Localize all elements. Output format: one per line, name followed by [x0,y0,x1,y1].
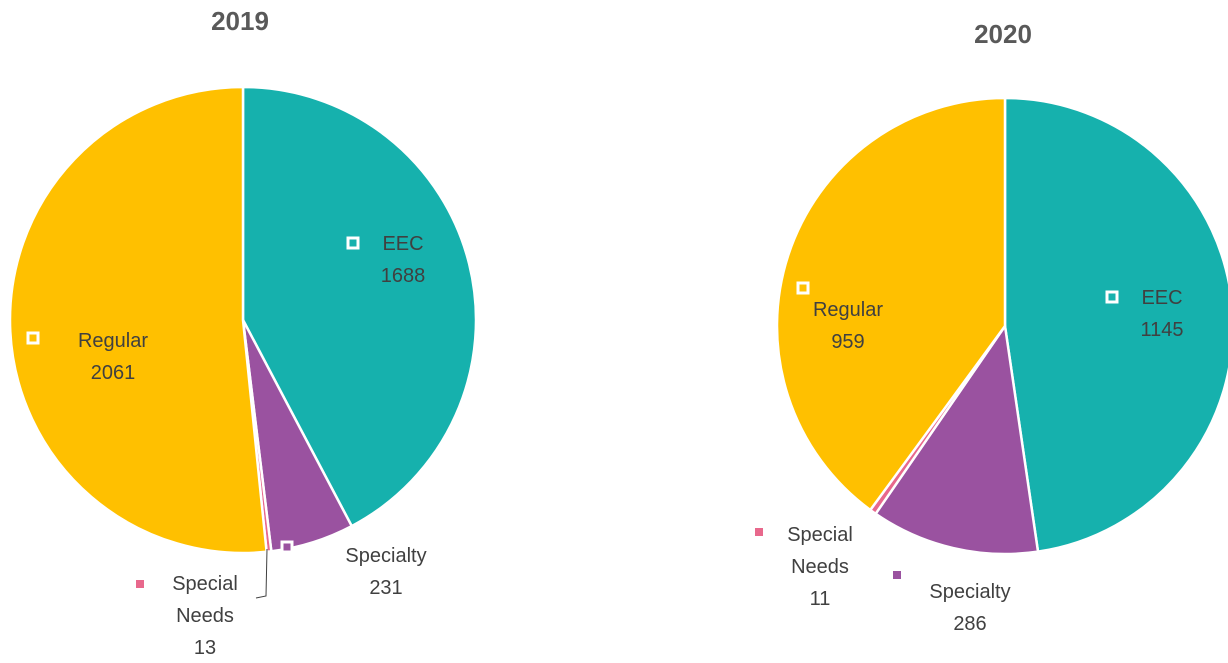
pie-slice [8,85,268,555]
slice-name: Regular [812,299,884,321]
slice-name: Special Needs [787,524,853,578]
slice-value: 2061 [90,362,136,384]
legend-marker-outline [346,236,360,250]
slice-value: 11 [809,588,831,610]
slice-name: Specialty [929,581,1011,603]
legend-marker [136,580,144,588]
leader-line [255,548,268,599]
slice-value: 1688 [380,265,426,287]
chart-title: 2019 [211,6,269,36]
slice-name: EEC [382,233,424,255]
legend-marker-outline [1105,290,1119,304]
legend-marker [893,571,901,579]
chart-title: 2020 [974,19,1032,49]
slice-value: 13 [193,637,217,659]
slice-name: Special Needs [172,573,238,627]
legend-marker-outline [26,331,40,345]
legend-marker [755,528,763,536]
pie-slice [775,96,1007,512]
slice-value: 1145 [1140,319,1184,341]
legend-marker-outline [796,281,810,295]
pie-slice [241,85,478,528]
slice-value: 959 [831,331,865,353]
pie-slice [873,322,1040,556]
legend-marker-outline [280,540,294,554]
slice-name: Regular [77,330,149,352]
slice-value: 286 [953,613,987,635]
slice-value: 231 [369,577,403,599]
slice-name: EEC [1141,287,1183,309]
slice-name: Specialty [345,545,427,567]
pie-slice [1003,96,1228,554]
